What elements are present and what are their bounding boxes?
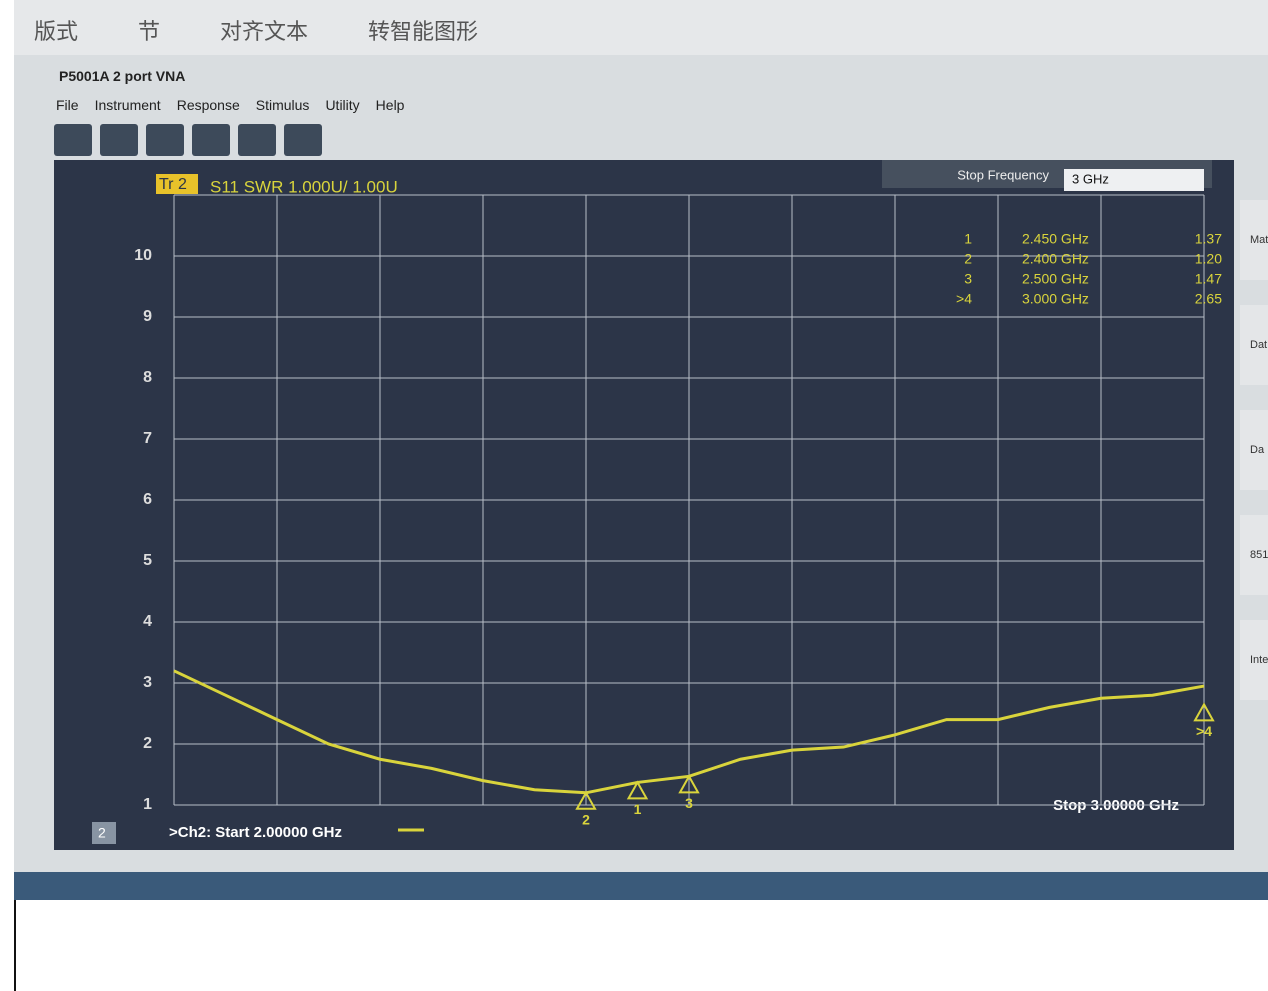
y-tick-label: 1 bbox=[143, 796, 152, 813]
marker-number: >4 bbox=[1196, 723, 1212, 739]
marker-table-freq: 2.500 GHz bbox=[1022, 271, 1089, 287]
channel-number: 2 bbox=[98, 825, 106, 841]
entry-value: 3 GHz bbox=[1072, 171, 1109, 186]
side-button-label: Interp bbox=[1250, 654, 1268, 666]
marker-table-name: 1 bbox=[964, 231, 972, 247]
vna-display: Stop Frequency 3 GHz Tr 2 S11 SWR 1.000U… bbox=[14, 0, 1268, 900]
marker-table-value: 1.20 bbox=[1195, 251, 1222, 267]
marker-number: 2 bbox=[582, 812, 590, 828]
marker-table-value: 2.65 bbox=[1195, 291, 1222, 307]
marker-number: 3 bbox=[685, 795, 693, 811]
y-tick-label: 8 bbox=[143, 369, 152, 386]
y-tick-label: 3 bbox=[143, 674, 152, 691]
side-button-label: 8510 bbox=[1250, 549, 1268, 561]
y-tick-label: 7 bbox=[143, 430, 152, 447]
trace-name: Tr 2 bbox=[159, 176, 187, 193]
y-tick-label: 10 bbox=[134, 247, 152, 264]
trace-label: S11 SWR 1.000U/ 1.00U bbox=[210, 177, 398, 196]
y-tick-label: 2 bbox=[143, 735, 152, 752]
start-label: >Ch2: Start 2.00000 GHz bbox=[169, 824, 342, 841]
entry-label: Stop Frequency bbox=[957, 167, 1049, 182]
page: 版式节对齐文本转智能图形 P5001A 2 port VNA FileInstr… bbox=[0, 0, 1268, 991]
marker-table-name: 2 bbox=[964, 251, 972, 267]
marker-table-name: >4 bbox=[956, 291, 972, 307]
marker-table-value: 1.37 bbox=[1195, 231, 1222, 247]
side-button-label: Mat bbox=[1250, 234, 1268, 246]
y-tick-label: 5 bbox=[143, 552, 152, 569]
y-tick-label: 9 bbox=[143, 308, 152, 325]
marker-table-freq: 2.400 GHz bbox=[1022, 251, 1089, 267]
marker-table-name: 3 bbox=[964, 271, 972, 287]
marker-table-freq: 3.000 GHz bbox=[1022, 291, 1089, 307]
marker-table-value: 1.47 bbox=[1195, 271, 1222, 287]
marker-table-freq: 2.450 GHz bbox=[1022, 231, 1089, 247]
y-tick-label: 4 bbox=[143, 613, 152, 630]
marker-number: 1 bbox=[634, 801, 642, 817]
taskbar bbox=[14, 872, 1268, 900]
side-button-label: Da bbox=[1250, 444, 1265, 456]
side-button-label: Dat bbox=[1250, 339, 1267, 351]
y-tick-label: 6 bbox=[143, 491, 152, 508]
